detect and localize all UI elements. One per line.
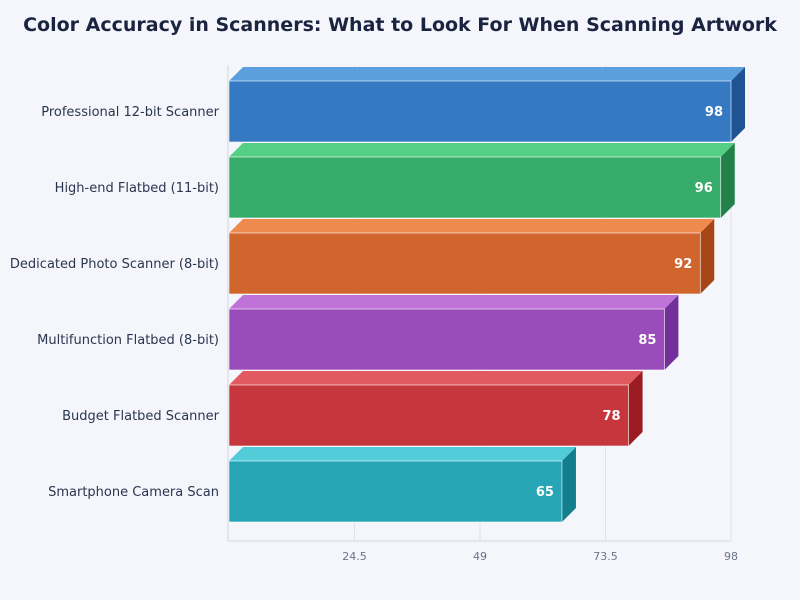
y-tick-label: Smartphone Camera Scan [48,485,219,500]
bar-value-label: 92 [674,257,692,272]
bar-top-face [229,67,745,81]
chart-title: Color Accuracy in Scanners: What to Look… [23,14,777,36]
x-tick-label: 24.5 [342,550,367,563]
bar-side-face [700,219,715,294]
bar-value-label: 96 [695,181,713,196]
bar-side-face [628,371,643,446]
bar-side-face [561,447,576,522]
y-tick-label: Professional 12-bit Scanner [41,105,219,120]
bar [228,156,722,219]
y-tick-label: Budget Flatbed Scanner [62,409,220,424]
x-tick-label: 73.5 [593,550,618,563]
y-tick-label: High-end Flatbed (11-bit) [55,181,219,196]
bar-side-face [731,67,745,142]
bar [228,384,629,447]
bar-value-label: 65 [536,485,554,500]
bar-side-face [664,295,679,370]
y-tick-label: Dedicated Photo Scanner (8-bit) [10,257,219,272]
x-tick-label: 49 [473,550,487,563]
bar-top-face [229,143,735,157]
bar-top-face [229,447,576,461]
bar-top-face [229,219,715,233]
bar [228,460,563,523]
bar [228,232,701,295]
bar [228,80,732,143]
bar-value-label: 98 [705,105,723,120]
y-tick-label: Multifunction Flatbed (8-bit) [37,333,219,348]
bar-side-face [720,143,735,218]
bar-value-label: 85 [638,333,656,348]
bar [228,308,665,371]
bar-value-label: 78 [602,409,620,424]
bar-top-face [229,295,679,309]
x-tick-label: 98 [724,550,738,563]
bar-top-face [229,371,643,385]
